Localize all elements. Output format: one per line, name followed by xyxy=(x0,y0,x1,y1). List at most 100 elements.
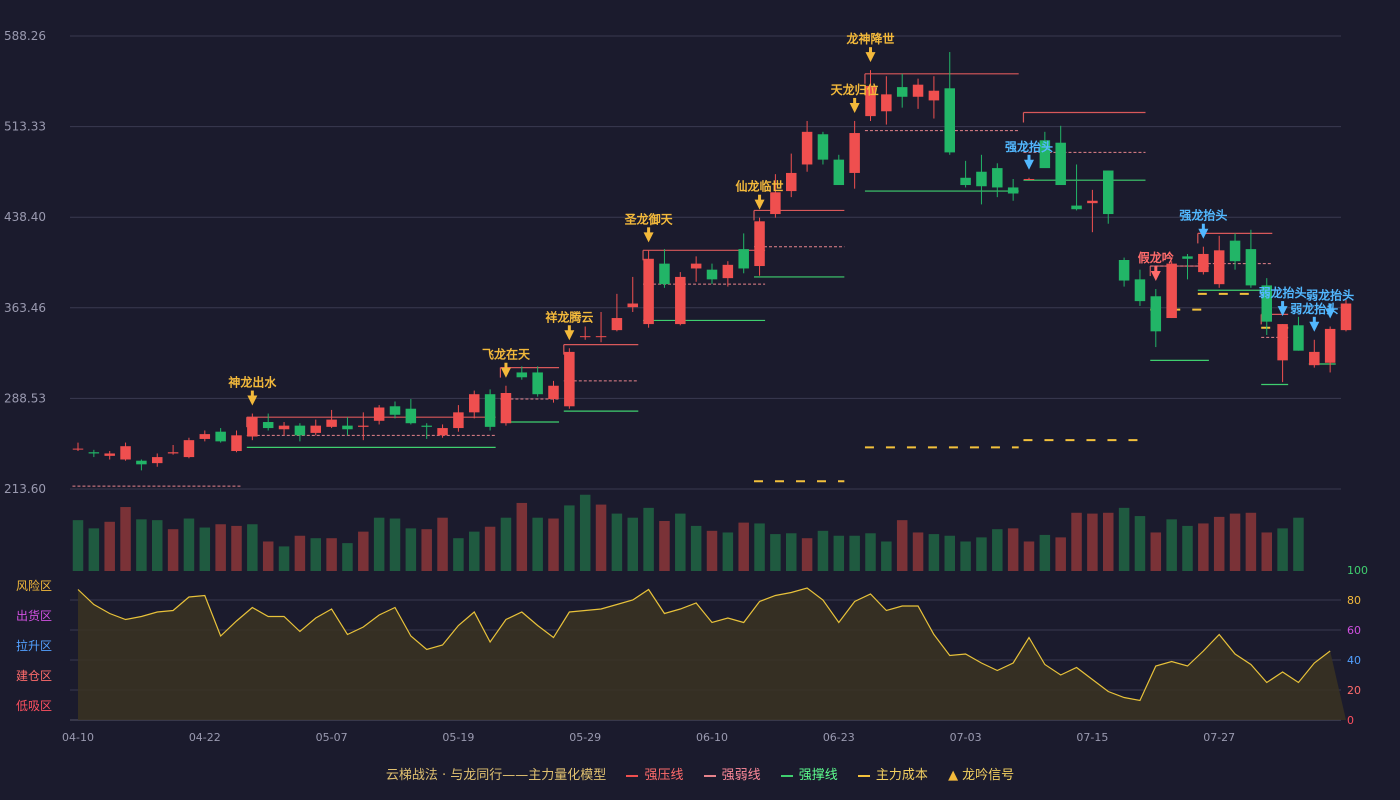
candle-body xyxy=(1340,303,1352,331)
volume-bar xyxy=(152,520,163,571)
signal-arrow-stem xyxy=(250,390,254,397)
candle-body xyxy=(912,84,924,97)
candle-body xyxy=(1261,285,1272,322)
candle-body xyxy=(770,192,781,215)
volume-bar xyxy=(865,533,876,571)
candle-body xyxy=(928,90,940,101)
x-tick-label: 04-10 xyxy=(62,731,94,744)
volume-bar xyxy=(342,543,353,571)
legend-support[interactable]: 强撑线 xyxy=(780,764,838,783)
candle-body xyxy=(722,264,734,279)
candle-body xyxy=(564,351,575,407)
volume-bar xyxy=(247,524,258,571)
signal-arrow-stem xyxy=(758,194,762,201)
zone-label: 拉升区 xyxy=(16,638,52,653)
legend-cost[interactable]: 主力成本 xyxy=(857,764,928,783)
candle-body xyxy=(1293,325,1304,351)
signal-label: 圣龙御天 xyxy=(624,211,674,226)
candle-body xyxy=(278,425,290,430)
price-tick-label: 288.53 xyxy=(4,391,46,405)
legend-signal[interactable]: ▲ 龙吟信号 xyxy=(948,764,1014,783)
volume-bar xyxy=(453,538,464,571)
x-tick-label: 06-10 xyxy=(696,731,728,744)
candle-body xyxy=(469,394,480,413)
volume-bar xyxy=(373,517,385,571)
candle-body xyxy=(1007,187,1019,194)
volume-bar xyxy=(690,525,702,571)
volume-bar xyxy=(611,513,623,571)
candle-body xyxy=(849,133,860,173)
volume-bar xyxy=(1166,519,1177,571)
signal-arrow-stem xyxy=(1328,303,1332,310)
candle-body xyxy=(247,417,258,437)
signal-label: 神龙出水 xyxy=(228,375,277,390)
indicator-tick-label: 80 xyxy=(1347,594,1361,607)
volume-bar xyxy=(770,534,781,571)
indicator-line xyxy=(77,587,1331,702)
volume-bar xyxy=(1261,532,1272,571)
candle-body xyxy=(675,276,686,325)
volume-bar xyxy=(500,517,512,571)
indicator-tick-label: 0 xyxy=(1347,714,1354,727)
volume-bar xyxy=(627,517,638,571)
candle-body xyxy=(72,448,84,450)
legend-resist[interactable]: 强压线 xyxy=(626,764,683,783)
level-lines xyxy=(72,73,1336,487)
candle-body xyxy=(215,431,226,442)
price-tick-label: 513.33 xyxy=(4,120,46,134)
legend-model-label: 云梯战法 · 与龙同行——主力量化模型 xyxy=(385,768,607,783)
candle-body xyxy=(643,258,654,325)
candle-body xyxy=(326,419,337,427)
volume-bar xyxy=(801,538,813,571)
candle-body xyxy=(1134,279,1146,302)
signal-arrow xyxy=(754,199,765,210)
volume-bar xyxy=(579,494,591,571)
price-tick-label: 213.60 xyxy=(4,482,46,496)
legend-signal-icon: ▲ xyxy=(948,768,959,783)
signal-label: 弱龙抬头 xyxy=(1259,285,1307,300)
zone-label: 出货区 xyxy=(16,608,52,623)
volume-bar xyxy=(326,538,337,571)
legend-resist-label: 强压线 xyxy=(644,768,684,783)
volume-bar xyxy=(1245,512,1257,571)
candle-body xyxy=(706,269,718,280)
candle-body xyxy=(532,372,543,395)
signal-arrow xyxy=(247,395,258,406)
volume-bar xyxy=(1055,537,1066,571)
signal-label: 飞龙在天 xyxy=(482,347,531,362)
signal-arrow-stem xyxy=(1027,154,1031,161)
legend-weak[interactable]: 强弱线 xyxy=(703,764,761,783)
volume-bar xyxy=(833,535,845,571)
candle-body xyxy=(1087,200,1098,204)
candle-body xyxy=(1213,250,1225,285)
legend-cost-swatch xyxy=(857,774,870,777)
signal-arrow-stem xyxy=(1201,223,1205,230)
x-tick-label: 07-27 xyxy=(1203,731,1235,744)
candle-body xyxy=(738,249,749,269)
candle-body xyxy=(595,336,607,338)
signal-arrow xyxy=(1150,271,1161,282)
signal-arrow xyxy=(1309,321,1320,332)
indicator-panel xyxy=(77,587,1346,720)
price-tick-label: 588.26 xyxy=(4,29,46,43)
signal-arrow xyxy=(1024,159,1034,170)
volume-bar xyxy=(310,538,321,571)
volume-bar xyxy=(817,530,829,571)
volume-bars xyxy=(72,494,1304,571)
volume-bar xyxy=(976,537,987,571)
volume-bar xyxy=(643,507,654,571)
signal-arrow xyxy=(564,330,575,341)
candle-body xyxy=(405,408,417,424)
indicator-area xyxy=(78,588,1346,720)
candle-body xyxy=(1198,253,1209,273)
volume-bar xyxy=(659,520,670,571)
volume-bar xyxy=(136,519,147,571)
signal-label: 强龙抬头 xyxy=(1005,139,1053,154)
candle-body xyxy=(976,171,987,187)
volume-bar xyxy=(1277,528,1288,571)
signal-arrow-stem xyxy=(1154,266,1158,273)
volume-bar xyxy=(706,530,718,571)
indicator-tick-label: 40 xyxy=(1347,654,1361,667)
